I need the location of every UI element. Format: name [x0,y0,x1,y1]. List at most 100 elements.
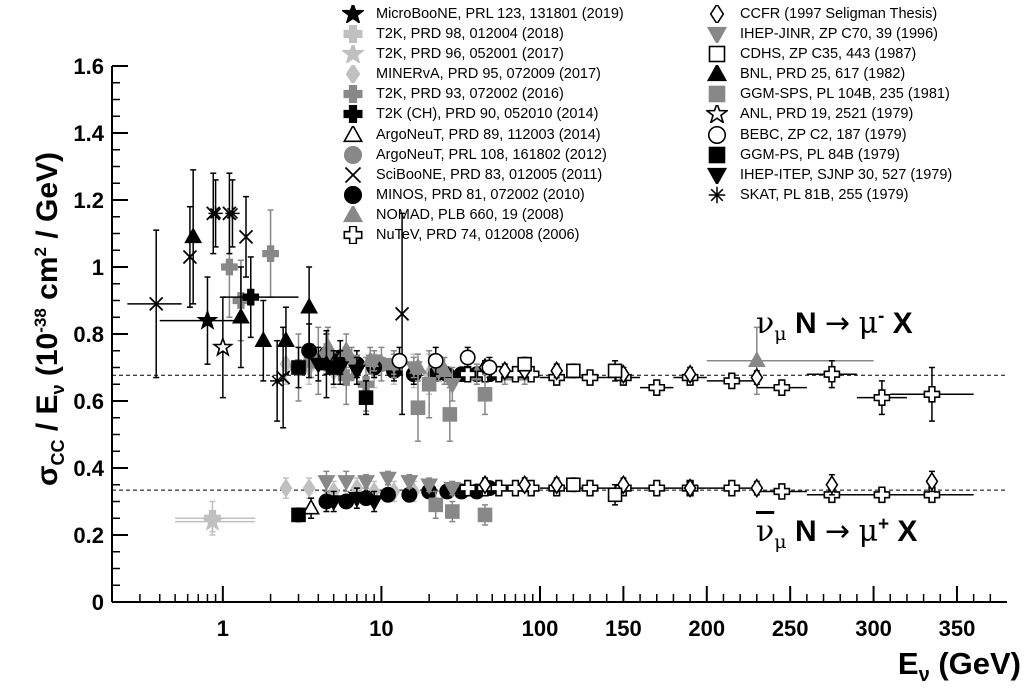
data-point [507,479,524,497]
legend-label: BNL, PRD 25, 617 (1982) [740,66,906,83]
data-point [427,352,444,369]
legend-label: IHEP-ITEP, SJNP 30, 527 (1979) [740,166,953,183]
data-point [747,351,766,368]
data-point [825,474,839,495]
data-point [607,487,623,503]
legend-marker [706,26,728,44]
y-tick-label: 0 [92,590,104,615]
legend-marker-icon [345,65,361,84]
data-point [400,475,419,492]
legend-marker [708,86,726,103]
data-point [208,206,223,221]
x-axis-label: Eν (GeV) [897,646,1021,687]
legend-marker-icon [343,105,363,124]
x-tick-label: 10 [369,616,393,641]
data-point [394,306,410,322]
legend-marker-icon [344,166,362,183]
data-point [211,335,234,357]
data-point [262,245,279,262]
legend-marker [343,226,363,245]
data-point [518,474,532,495]
series-group [302,497,320,519]
data-point [566,363,581,379]
series-group [211,296,234,399]
data-point [723,479,741,497]
legend-label: T2K (CH), PRD 90, 052010 (2014) [376,106,599,123]
legend-marker-icon [708,86,726,103]
data-point [481,359,498,376]
data-point [550,474,564,495]
data-point [459,479,477,497]
data-point [324,495,343,512]
data-point [391,352,408,369]
data-point [337,475,356,492]
legend-label: SciBooNE, PRD 83, 012005 (2011) [376,166,603,183]
data-point [182,249,198,265]
data-point [581,479,599,497]
y-tick-label: 1.6 [73,54,104,79]
y-tick-label: 0.8 [73,322,104,347]
data-point [404,361,423,378]
legend-marker-icon [709,5,725,23]
legend-marker-icon [343,85,363,104]
series-group [208,179,285,422]
x-tick-label: 200 [688,616,725,641]
y-tick-label: 1 [92,255,104,280]
data-point [498,360,512,381]
series-group [391,346,498,379]
legend-label: GGM-SPS, PL 104B, 235 (1981) [740,86,950,103]
data-point [242,288,260,306]
legend-marker [343,85,363,104]
legend-marker-icon [342,45,364,64]
legend-marker [344,166,362,183]
legend-marker-icon [343,185,363,204]
data-point [873,486,891,504]
legend-marker [709,5,725,23]
legend-marker-icon [343,145,363,164]
data-point [420,478,439,495]
legend-marker-icon [707,125,727,144]
reference-lines [112,374,1007,491]
legend-marker-icon [343,226,363,245]
y-axis-label: σCC / Eν (10-38 cm2 / GeV) [31,151,68,487]
legend-label: IHEP-JINR, ZP C70, 39 (1996) [740,26,938,43]
x-tick-label: 300 [855,616,892,641]
chart-marks [127,169,974,536]
legend-label: T2K, PRD 98, 012004 (2018) [376,26,564,43]
legend-marker-icon [706,105,728,124]
data-point [478,474,492,495]
legend-label: SKAT, PL 81B, 255 (1979) [740,186,909,203]
y-tick-label: 0.6 [73,389,104,414]
data-point [648,479,666,497]
legend-label: MINERvA, PRD 95, 072009 (2017) [376,66,601,83]
series-group [222,256,299,339]
legend-marker [342,205,364,223]
data-point [443,377,462,394]
legend-label: NOMAD, PLB 660, 19 (2008) [376,206,564,223]
data-point [773,379,791,396]
legend-marker [708,186,726,204]
data-point [365,495,384,512]
data-point [379,471,397,488]
data-point [347,364,366,381]
legend-marker [342,5,364,23]
data-point [421,376,437,392]
legend-marker [342,45,364,64]
data-point [302,478,316,499]
legend-label: ArgoNeuT, PRD 89, 112003 (2014) [376,126,601,143]
legend-marker-icon [708,146,726,163]
series-group [517,356,623,506]
data-point [254,330,273,347]
legend-label: CDHS, ZP C35, 443 (1987) [740,46,917,63]
legend-marker-icon [708,45,726,63]
data-point [477,507,493,523]
legend-marker [343,25,363,44]
neutrino-reaction-label: νμ N → μ- X [756,306,913,345]
legend-label: ANL, PRD 19, 2521 (1979) [740,106,914,123]
chart-axes: 0 0.2 0.4 0.6 0.8 1 1.2 1.4 1.6 1 10 100 150 200 250 30… [73,54,1007,641]
data-point [683,478,697,499]
data-point [291,507,306,523]
legend-marker-icon [706,26,728,44]
x-tick-label: 350 [939,616,976,641]
